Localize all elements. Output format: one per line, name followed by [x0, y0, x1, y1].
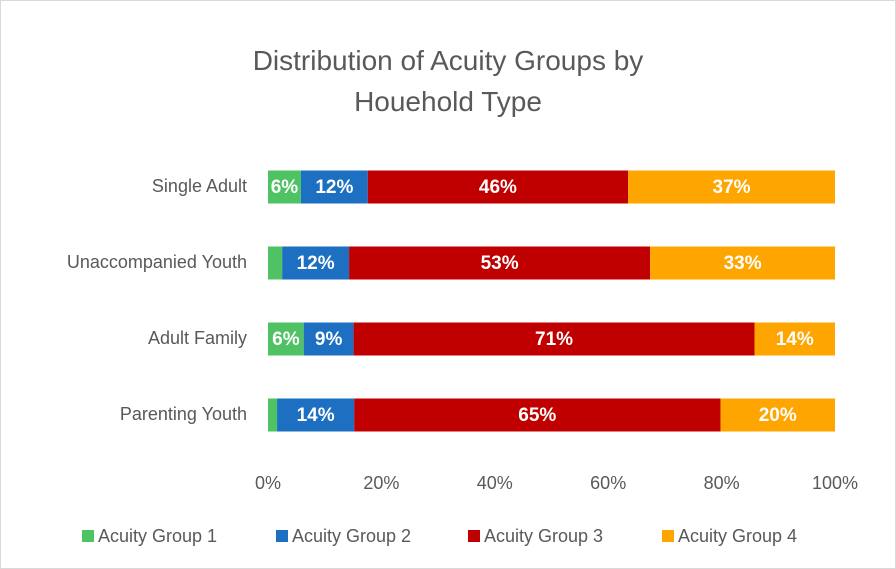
bar-segment: [268, 398, 278, 432]
data-label: 6%: [271, 177, 299, 198]
legend-label: Acuity Group 1: [98, 526, 217, 546]
data-label: 14%: [776, 329, 814, 350]
data-label: 6%: [272, 329, 300, 350]
bar-segment: [268, 246, 283, 280]
x-tick-label: 20%: [363, 473, 399, 493]
data-label: 14%: [297, 405, 335, 426]
x-tick-label: 0%: [255, 473, 281, 493]
y-tick-label: Single Adult: [152, 176, 247, 196]
bar-segment: [367, 170, 629, 204]
legend-swatch: [468, 530, 480, 542]
data-label: 12%: [315, 177, 353, 198]
bar-segment: [268, 170, 301, 204]
legend-label: Acuity Group 3: [484, 526, 603, 546]
data-label: 71%: [535, 329, 573, 350]
bar-segment: [720, 398, 835, 432]
x-tick-label: 60%: [590, 473, 626, 493]
bar-segment: [354, 398, 721, 432]
data-label: 65%: [518, 405, 556, 426]
data-label: 20%: [759, 405, 797, 426]
legend-swatch: [82, 530, 94, 542]
legend-label: Acuity Group 2: [292, 526, 411, 546]
data-label: 33%: [724, 253, 762, 274]
bar-segment: [650, 246, 835, 280]
bar-segment: [300, 170, 368, 204]
x-tick-label: 40%: [477, 473, 513, 493]
chart-title: Distribution of Acuity Groups by Houehol…: [252, 45, 644, 117]
legend-swatch: [662, 530, 674, 542]
data-label: 12%: [297, 253, 335, 274]
bar-segment: [303, 322, 354, 356]
data-label: 53%: [481, 253, 519, 274]
bar-segment: [268, 322, 304, 356]
bar-segment: [754, 322, 835, 356]
data-label: 37%: [713, 177, 751, 198]
x-tick-label: 100%: [812, 473, 858, 493]
bar-segment: [277, 398, 355, 432]
y-tick-label: Unaccompanied Youth: [67, 252, 247, 272]
bar-segment: [353, 322, 755, 356]
data-label: 9%: [315, 329, 343, 350]
bar-segment: [282, 246, 350, 280]
legend-swatch: [276, 530, 288, 542]
legend-label: Acuity Group 4: [678, 526, 797, 546]
bar-segment: [349, 246, 651, 280]
data-label: 46%: [479, 177, 517, 198]
y-tick-label: Parenting Youth: [120, 404, 247, 424]
bar-segment: [628, 170, 835, 204]
x-tick-label: 80%: [704, 473, 740, 493]
y-tick-label: Adult Family: [148, 328, 247, 348]
